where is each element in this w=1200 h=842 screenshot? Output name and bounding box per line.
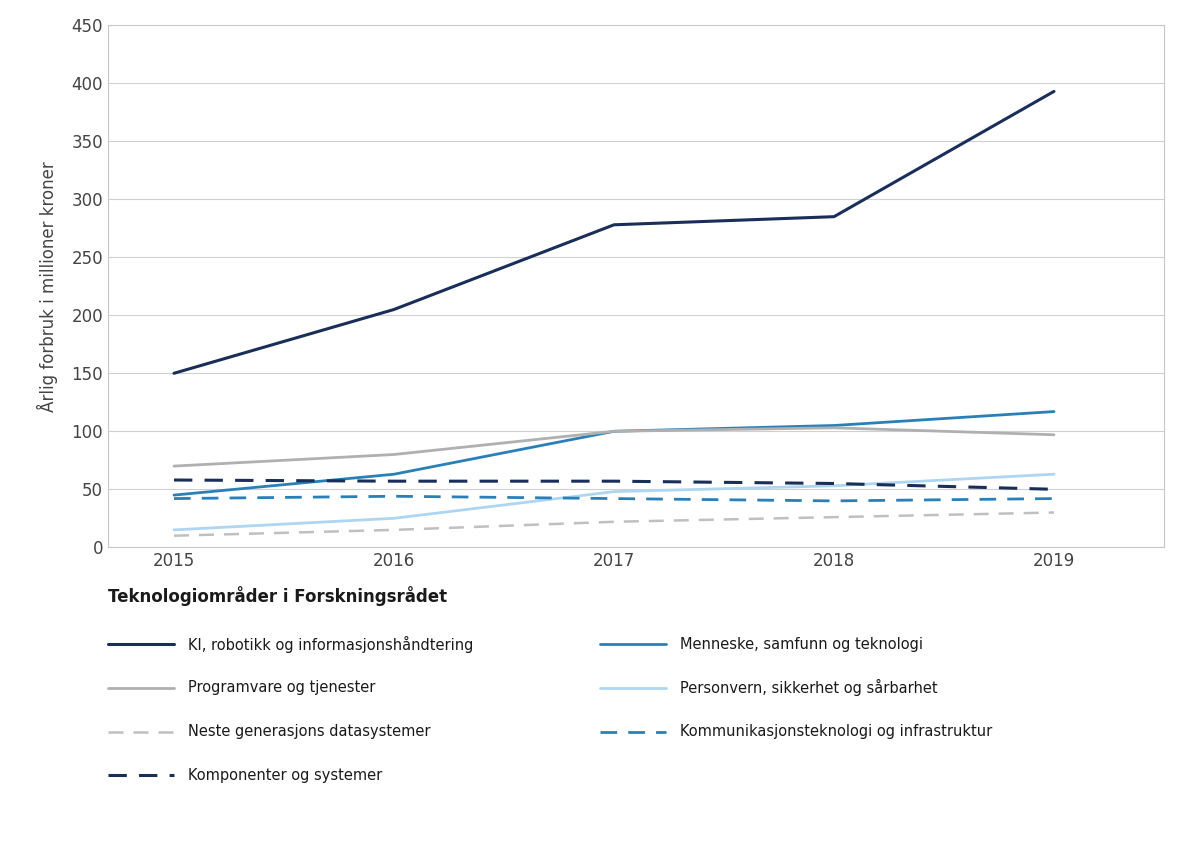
- Text: Personvern, sikkerhet og sårbarhet: Personvern, sikkerhet og sårbarhet: [680, 679, 938, 696]
- Text: KI, robotikk og informasjonshåndtering: KI, robotikk og informasjonshåndtering: [188, 636, 474, 653]
- Y-axis label: Årlig forbruk i millioner kroner: Årlig forbruk i millioner kroner: [36, 161, 58, 412]
- Text: Kommunikasjonsteknologi og infrastruktur: Kommunikasjonsteknologi og infrastruktur: [680, 724, 992, 739]
- Text: Teknologiområder i Forskningsrådet: Teknologiområder i Forskningsrådet: [108, 586, 448, 606]
- Text: Menneske, samfunn og teknologi: Menneske, samfunn og teknologi: [680, 637, 924, 652]
- Text: Komponenter og systemer: Komponenter og systemer: [188, 768, 383, 783]
- Text: Programvare og tjenester: Programvare og tjenester: [188, 680, 376, 695]
- Text: Neste generasjons datasystemer: Neste generasjons datasystemer: [188, 724, 431, 739]
